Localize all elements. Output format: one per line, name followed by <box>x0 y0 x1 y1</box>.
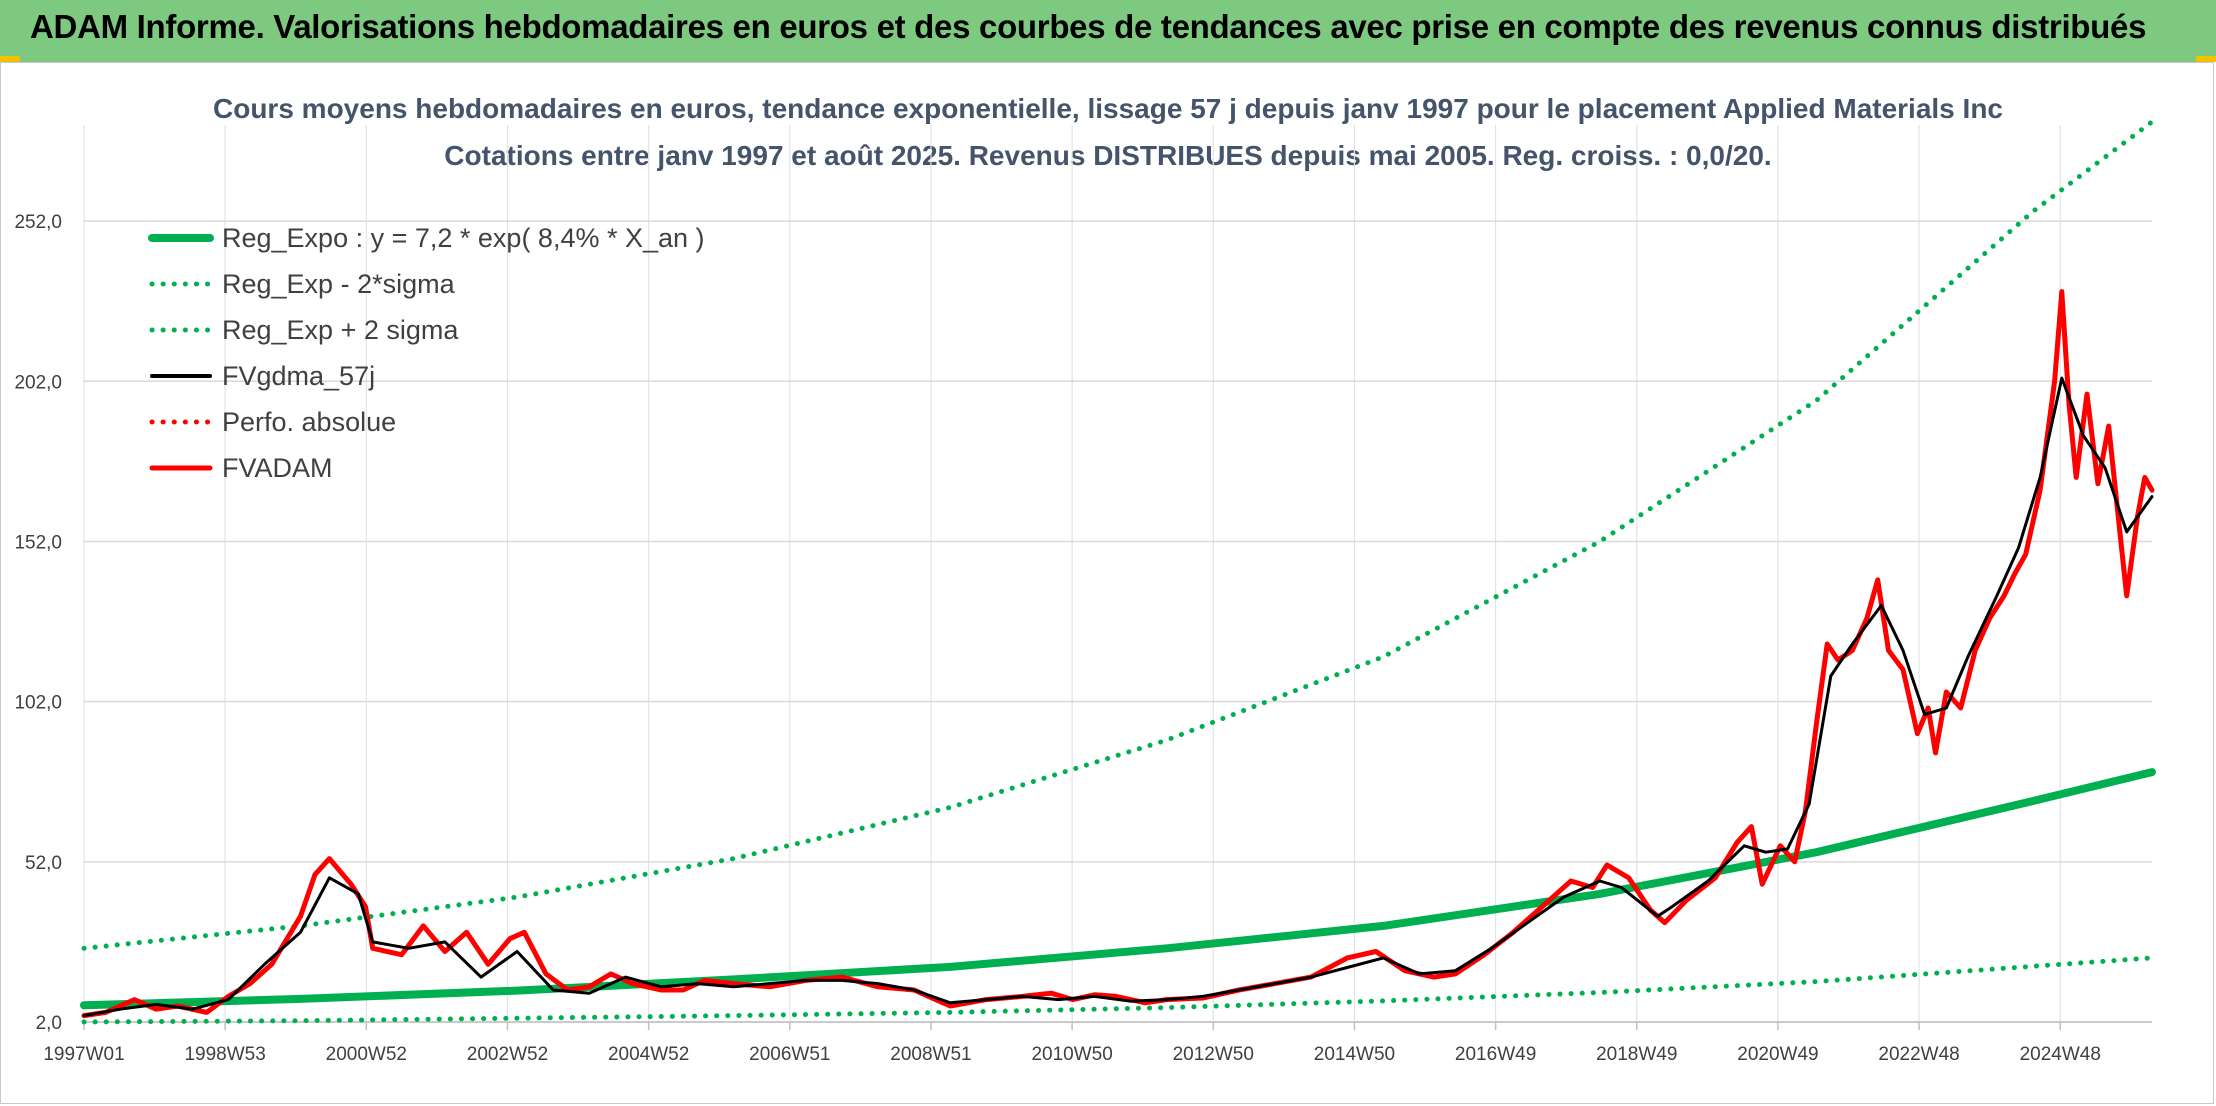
legend-label: FVgdma_57j <box>222 361 375 391</box>
x-tick-label: 2008W51 <box>890 1044 971 1065</box>
x-tick-label: 2018W49 <box>1596 1044 1677 1065</box>
y-tick-label: 252,0 <box>14 212 62 233</box>
y-tick-label: 152,0 <box>14 532 62 553</box>
y-tick-label: 202,0 <box>14 372 62 393</box>
title-banner: ADAM Informe. Valorisations hebdomadaire… <box>0 0 2216 62</box>
series-line <box>81 289 2155 1019</box>
x-tick-label: 2024W48 <box>2020 1044 2101 1065</box>
x-tick-label: 1997W01 <box>43 1044 124 1065</box>
x-tick-label: 2002W52 <box>467 1044 548 1065</box>
x-tick-label: 2010W50 <box>1031 1044 1112 1065</box>
x-tick-label: 2020W49 <box>1737 1044 1818 1065</box>
chart-title: Cours moyens hebdomadaires en euros, ten… <box>213 93 2003 124</box>
legend-label: Perfo. absolue <box>222 407 396 437</box>
x-tick-label: 2022W48 <box>1878 1044 1959 1065</box>
legend-label: Reg_Exp - 2*sigma <box>222 269 456 299</box>
chart-legend: Reg_Expo : y = 7,2 * exp( 8,4% * X_an ) R… <box>148 223 705 483</box>
y-tick-label: 102,0 <box>14 693 62 714</box>
legend-label: FVADAM <box>222 453 333 483</box>
gridlines <box>83 125 2152 1023</box>
x-tick-label: 2014W50 <box>1314 1044 1395 1065</box>
series-line <box>81 955 2155 1025</box>
corner-marker-right <box>2196 56 2216 62</box>
x-tick-label: 2006W51 <box>749 1044 830 1065</box>
y-tick-label: 52,0 <box>25 853 62 874</box>
x-tick-label: 1998W53 <box>184 1044 265 1065</box>
series-line <box>82 376 2154 1018</box>
x-tick-label: 2004W52 <box>608 1044 689 1065</box>
banner-title: ADAM Informe. Valorisations hebdomadaire… <box>30 8 2147 45</box>
legend-label: Reg_Exp + 2 sigma <box>222 315 459 345</box>
x-tick-label: 2000W52 <box>326 1044 407 1065</box>
x-tick-label: 2016W49 <box>1455 1044 1536 1065</box>
axis-labels: 2,0 52,0 102,0 152,0 202,0 252,0 1997W01 1998W5… <box>14 212 2152 1065</box>
chart-subtitle: Cotations entre janv 1997 et août 2025. … <box>444 140 1771 171</box>
corner-marker-left <box>0 56 20 62</box>
chart-frame <box>0 62 2214 1104</box>
legend-label: Reg_Expo : y = 7,2 * exp( 8,4% * X_an ) <box>222 223 705 253</box>
y-tick-label: 2,0 <box>36 1013 62 1034</box>
series-line <box>80 768 2156 1010</box>
series-lines <box>80 119 2156 1025</box>
x-tick-label: 2012W50 <box>1173 1044 1254 1065</box>
